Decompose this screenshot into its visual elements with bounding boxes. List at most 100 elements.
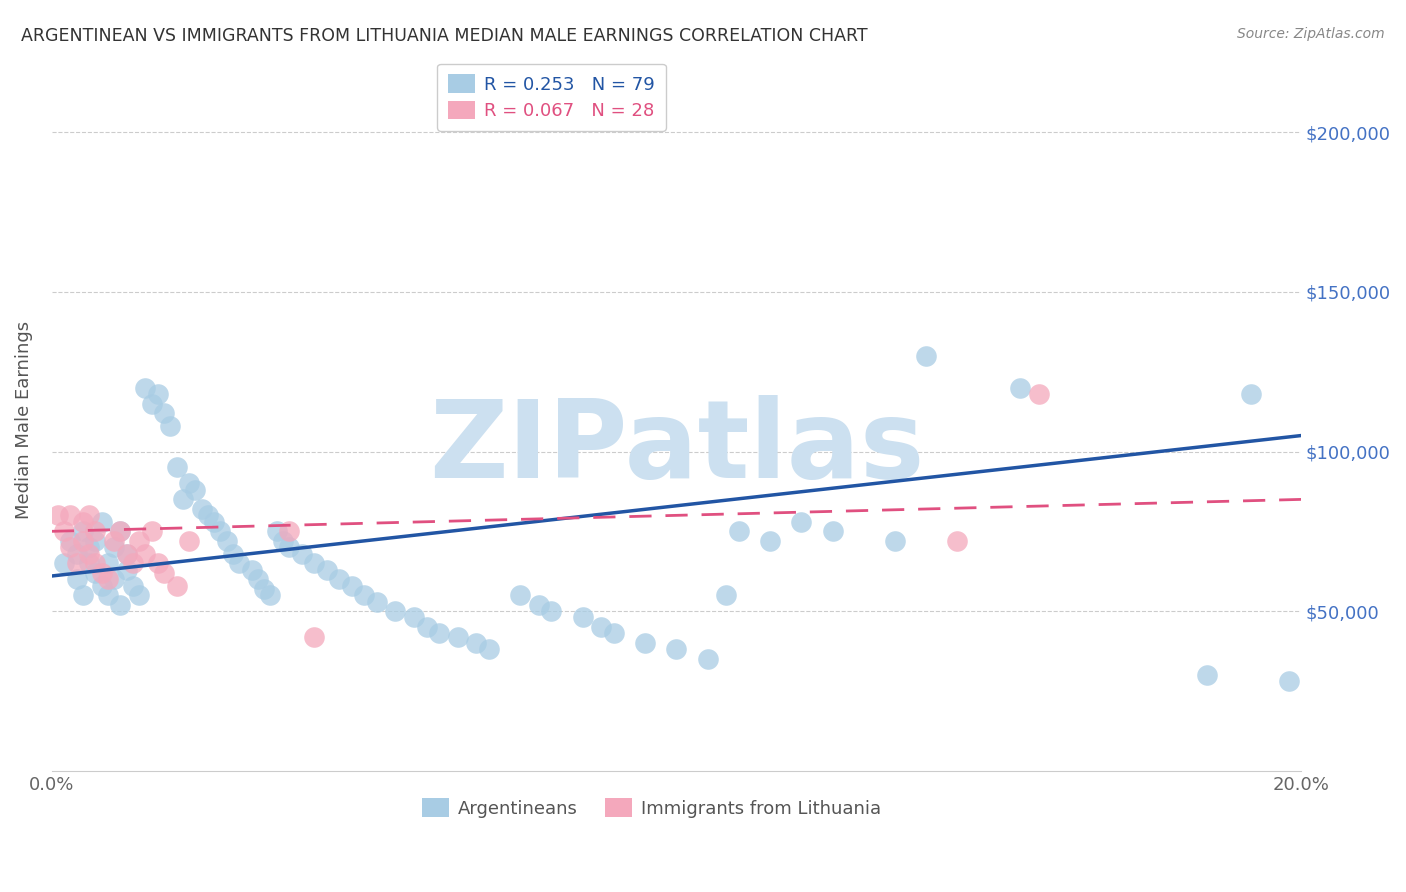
Point bbox=[110, 598, 132, 612]
Point bbox=[246, 572, 269, 586]
Point bbox=[115, 547, 138, 561]
Point bbox=[66, 547, 89, 561]
Point bbox=[179, 533, 201, 548]
Point bbox=[134, 381, 156, 395]
Point bbox=[90, 515, 112, 529]
Point bbox=[571, 610, 593, 624]
Point bbox=[427, 626, 450, 640]
Point bbox=[1028, 387, 1050, 401]
Point bbox=[716, 588, 738, 602]
Point bbox=[415, 620, 437, 634]
Point bbox=[202, 515, 225, 529]
Point bbox=[915, 349, 938, 363]
Point bbox=[209, 524, 232, 539]
Point bbox=[103, 533, 125, 548]
Point bbox=[603, 626, 626, 640]
Text: Source: ZipAtlas.com: Source: ZipAtlas.com bbox=[1237, 27, 1385, 41]
Point bbox=[1240, 387, 1263, 401]
Point bbox=[134, 547, 156, 561]
Point bbox=[90, 578, 112, 592]
Point bbox=[1277, 674, 1299, 689]
Point bbox=[146, 387, 169, 401]
Point bbox=[884, 533, 907, 548]
Point bbox=[179, 476, 201, 491]
Point bbox=[190, 502, 212, 516]
Point bbox=[72, 515, 94, 529]
Point bbox=[727, 524, 749, 539]
Point bbox=[146, 556, 169, 570]
Point bbox=[366, 594, 388, 608]
Point bbox=[59, 508, 82, 523]
Point bbox=[465, 636, 488, 650]
Point bbox=[97, 572, 120, 586]
Point bbox=[97, 556, 120, 570]
Point bbox=[110, 524, 132, 539]
Point bbox=[128, 588, 150, 602]
Point bbox=[353, 588, 375, 602]
Y-axis label: Median Male Earnings: Median Male Earnings bbox=[15, 320, 32, 518]
Point bbox=[159, 419, 181, 434]
Point bbox=[166, 578, 188, 592]
Point bbox=[253, 582, 276, 596]
Point bbox=[84, 524, 107, 539]
Point bbox=[115, 563, 138, 577]
Point bbox=[66, 572, 89, 586]
Point bbox=[84, 566, 107, 580]
Point bbox=[759, 533, 782, 548]
Point bbox=[1008, 381, 1031, 395]
Point bbox=[821, 524, 844, 539]
Point bbox=[696, 652, 718, 666]
Point bbox=[103, 541, 125, 555]
Point bbox=[59, 541, 82, 555]
Point bbox=[141, 524, 163, 539]
Legend: Argentineans, Immigrants from Lithuania: Argentineans, Immigrants from Lithuania bbox=[415, 791, 889, 825]
Point bbox=[278, 524, 301, 539]
Point bbox=[222, 547, 245, 561]
Point bbox=[141, 397, 163, 411]
Point bbox=[271, 533, 294, 548]
Point bbox=[103, 572, 125, 586]
Point bbox=[53, 524, 76, 539]
Point bbox=[166, 460, 188, 475]
Point bbox=[46, 508, 69, 523]
Point bbox=[184, 483, 207, 497]
Point bbox=[153, 566, 176, 580]
Point bbox=[215, 533, 238, 548]
Point bbox=[72, 588, 94, 602]
Point bbox=[790, 515, 813, 529]
Point bbox=[84, 533, 107, 548]
Point bbox=[665, 642, 688, 657]
Point bbox=[315, 563, 337, 577]
Point bbox=[77, 556, 100, 570]
Text: ZIPatlas: ZIPatlas bbox=[429, 394, 924, 500]
Point bbox=[509, 588, 531, 602]
Point bbox=[128, 533, 150, 548]
Point bbox=[77, 547, 100, 561]
Point bbox=[402, 610, 425, 624]
Point bbox=[72, 524, 94, 539]
Point bbox=[84, 556, 107, 570]
Point bbox=[53, 556, 76, 570]
Point bbox=[340, 578, 363, 592]
Point bbox=[302, 556, 325, 570]
Point bbox=[59, 533, 82, 548]
Point bbox=[447, 630, 470, 644]
Point bbox=[591, 620, 613, 634]
Point bbox=[77, 541, 100, 555]
Point bbox=[266, 524, 288, 539]
Point bbox=[90, 566, 112, 580]
Point bbox=[527, 598, 550, 612]
Point bbox=[634, 636, 657, 650]
Point bbox=[122, 556, 145, 570]
Point bbox=[228, 556, 250, 570]
Point bbox=[197, 508, 219, 523]
Point bbox=[153, 406, 176, 420]
Point bbox=[478, 642, 501, 657]
Point bbox=[77, 508, 100, 523]
Point bbox=[122, 578, 145, 592]
Point bbox=[302, 630, 325, 644]
Point bbox=[97, 588, 120, 602]
Point bbox=[278, 541, 301, 555]
Point bbox=[110, 524, 132, 539]
Point bbox=[172, 492, 194, 507]
